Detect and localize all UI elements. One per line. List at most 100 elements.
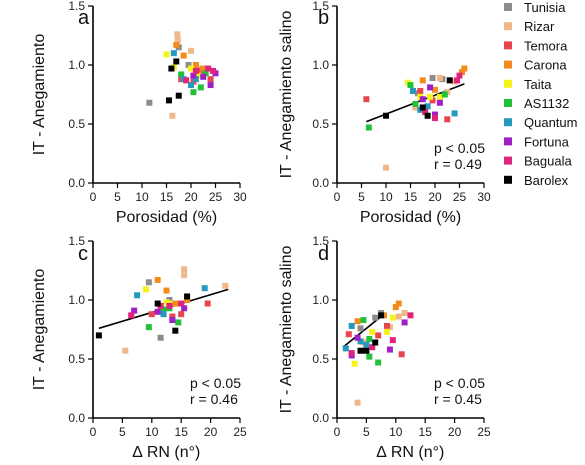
data-point-carona: [184, 297, 191, 303]
data-point-fortuna: [169, 317, 176, 324]
data-point-rizar: [395, 313, 402, 320]
data-point-as1132: [145, 324, 152, 331]
x-tick-label: 20: [428, 190, 442, 204]
x-tick-label: 10: [379, 190, 393, 204]
data-point-temora: [204, 300, 211, 307]
data-point-fortuna: [207, 82, 214, 89]
y-tick-label: 1.0: [68, 58, 85, 72]
data-point-baguala: [178, 300, 185, 307]
x-tick-label: 20: [204, 425, 218, 439]
data-point-quantum: [451, 110, 458, 117]
data-point-baguala: [128, 312, 135, 319]
data-point-barolex: [95, 332, 102, 339]
data-point-rizar: [401, 309, 408, 316]
data-point-as1132: [366, 353, 373, 360]
data-point-barolex: [357, 347, 364, 354]
panel-a: 0 5 10 15 20 25 30 0.0 0.5 1.0 1.5 Porosidad (%) IT …: [31, 0, 247, 226]
data-point-barolex: [172, 327, 179, 334]
data-point-barolex: [154, 300, 161, 307]
data-point-tunisia: [429, 74, 436, 81]
data-point-tunisia: [157, 334, 164, 341]
data-point-taita: [436, 93, 443, 100]
x-tick-label: 25: [453, 190, 467, 204]
data-point-rizar: [354, 399, 361, 406]
legend-item-quantum: Quantum: [504, 115, 577, 130]
data-point-barolex: [173, 58, 180, 65]
data-point-barolex: [446, 77, 453, 84]
legend-swatch: [504, 79, 512, 88]
y-tick-label: 0.0: [312, 411, 329, 425]
data-point-temora: [148, 311, 155, 318]
data-point-rizar: [222, 282, 229, 289]
x-tick-label: 25: [209, 190, 223, 204]
data-point-rizar: [412, 104, 419, 111]
data-point-barolex: [372, 339, 379, 346]
data-point-barolex: [378, 312, 385, 319]
y-tick-label: 0.5: [68, 352, 85, 366]
data-point-temora: [375, 332, 382, 339]
data-point-temora: [417, 87, 424, 94]
x-tick-label: 5: [119, 425, 126, 439]
legend-item-rizar: Rizar: [504, 19, 555, 34]
x-axis-title: ∆ RN (n°): [133, 444, 201, 461]
y-tick-label: 1.5: [312, 234, 329, 248]
data-point-baguala: [183, 77, 190, 84]
data-point-temora: [345, 331, 352, 338]
data-point-baguala: [432, 115, 438, 122]
x-tick-label: 15: [160, 190, 174, 204]
legend-label: Quantum: [524, 115, 577, 130]
y-tick-label: 0.5: [312, 117, 329, 131]
y-axis-title: IT - Anegamiento salino: [278, 246, 295, 414]
legend: Tunisia Rizar Temora Carona Taita AS1132 Quant…: [504, 0, 577, 188]
data-point-tunisia: [146, 99, 153, 106]
legend-label: Tunisia: [524, 0, 566, 15]
y-axis-title: IT - Anegamiento salino: [278, 11, 295, 179]
data-point-rizar: [436, 74, 443, 81]
data-point-as1132: [365, 124, 372, 131]
data-point-taita: [383, 328, 390, 335]
panel-letter: a: [78, 7, 90, 29]
data-point-barolex: [424, 112, 431, 119]
data-point-fortuna: [386, 346, 393, 353]
data-point-rizar: [122, 347, 129, 354]
data-point-baguala: [348, 350, 355, 357]
stat-label: r = 0.49: [434, 156, 482, 172]
data-point-as1132: [412, 100, 419, 107]
x-tick-label: 30: [233, 190, 247, 204]
x-tick-label: 0: [90, 425, 97, 439]
data-point-carona: [432, 86, 438, 93]
x-tick-label: 20: [184, 190, 198, 204]
data-point-carona: [154, 276, 161, 283]
data-point-temora: [444, 116, 451, 123]
data-point-rizar: [174, 37, 181, 44]
x-tick-label: 10: [389, 425, 403, 439]
data-point-baguala: [389, 337, 396, 344]
data-point-fortuna: [432, 111, 438, 118]
data-point-taita: [188, 65, 194, 72]
data-point-rizar: [169, 112, 176, 119]
legend-item-barolex: Barolex: [504, 173, 569, 188]
data-point-temora: [363, 96, 370, 103]
panel-b: 0 5 10 15 20 25 30 0.0 0.5 1.0 1.5 Porosidad (%) IT …: [278, 0, 491, 226]
data-point-rizar: [188, 47, 194, 54]
panel-letter: c: [78, 243, 88, 265]
legend-item-tunisia: Tunisia: [504, 0, 566, 15]
data-point-fortuna: [131, 307, 138, 314]
stat-label: r = 0.46: [190, 391, 238, 407]
legend-item-baguala: Baguala: [504, 154, 572, 169]
data-point-quantum: [170, 50, 177, 57]
data-point-as1132: [178, 71, 185, 78]
x-tick-label: 25: [233, 425, 247, 439]
y-tick-label: 1.5: [68, 0, 85, 13]
y-axis-title: IT - Anegamiento: [31, 269, 48, 391]
data-point-carona: [192, 62, 199, 68]
legend-label: Rizar: [524, 19, 555, 34]
legend-label: Carona: [524, 58, 567, 73]
data-point-baguala: [407, 312, 414, 319]
data-point-as1132: [160, 306, 167, 313]
data-point-fortuna: [200, 73, 207, 80]
data-point-carona: [173, 41, 180, 48]
y-tick-label: 0.0: [68, 176, 85, 190]
legend-item-temora: Temora: [504, 38, 568, 53]
